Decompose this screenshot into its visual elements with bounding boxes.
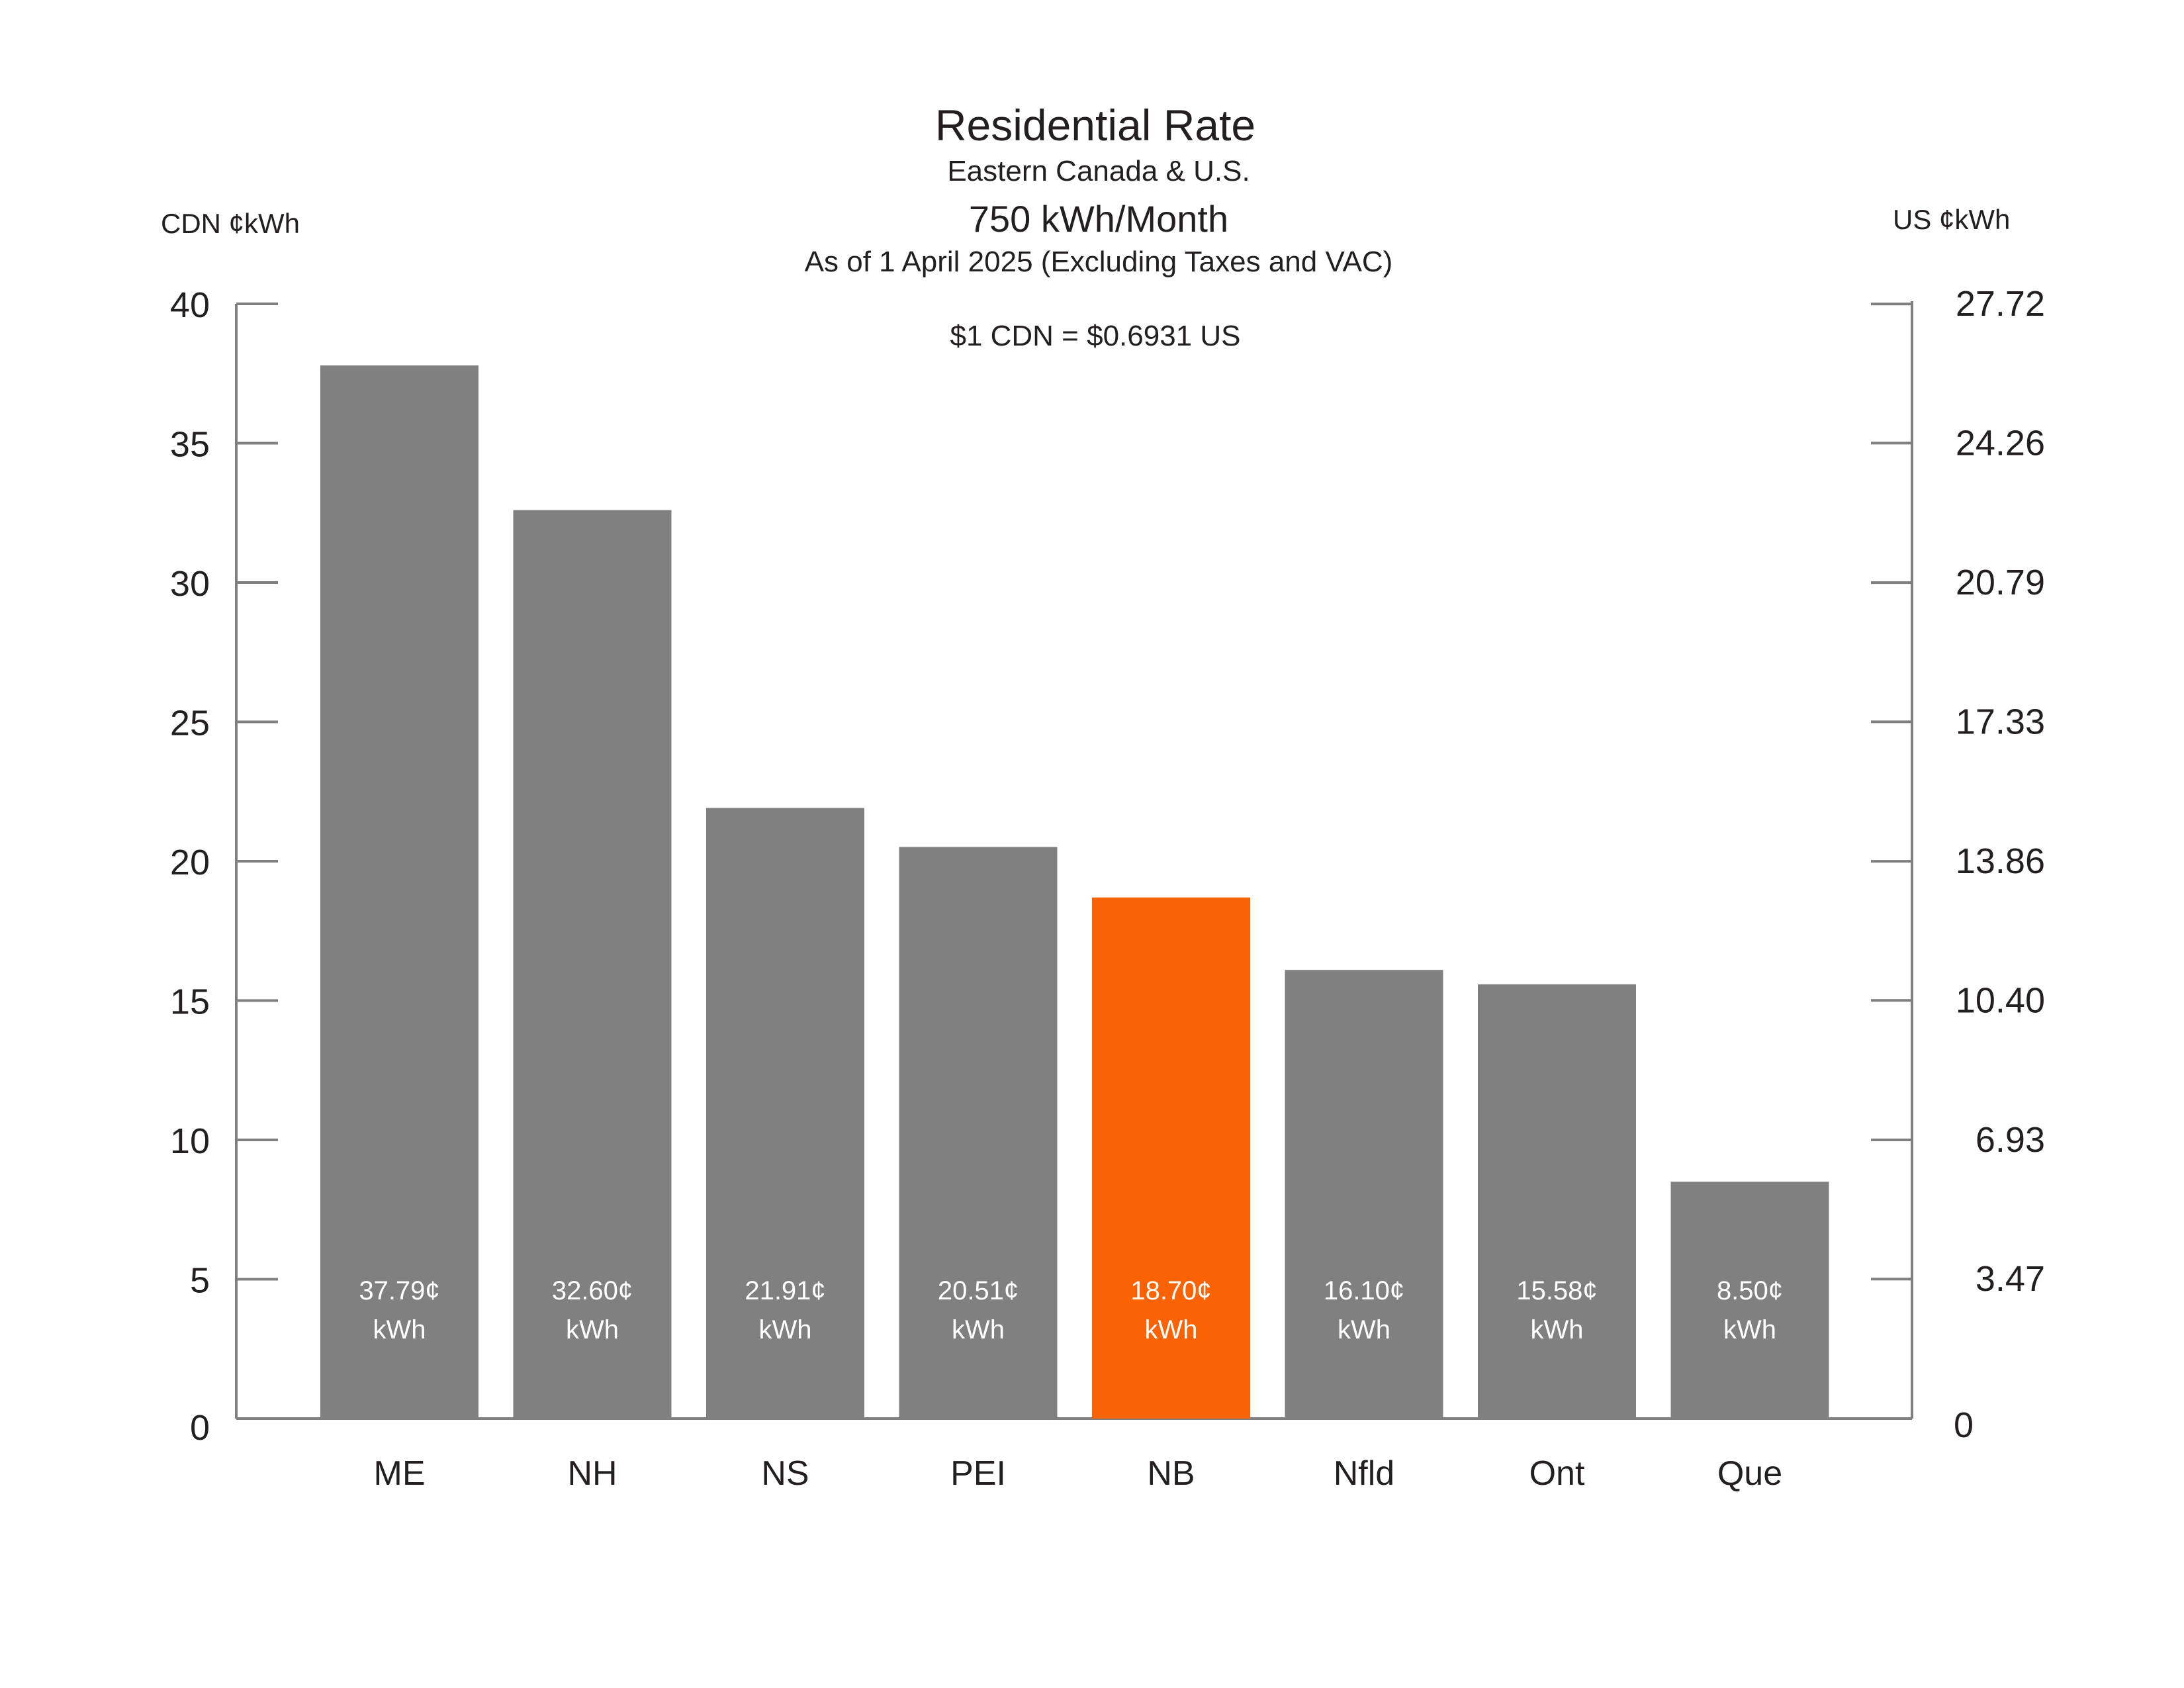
bar-value-unit: kWh	[759, 1315, 812, 1344]
bar-value-unit: kWh	[373, 1315, 426, 1344]
chart-subtitle-usage: 750 kWh/Month	[969, 198, 1228, 240]
bar-value-unit: kWh	[566, 1315, 619, 1344]
bar-value-label: 8.50¢	[1717, 1276, 1783, 1305]
exchange-rate-note: $1 CDN = $0.6931 US	[950, 320, 1240, 352]
left-tick-label: 25	[170, 704, 210, 743]
chart-subtitle-date: As of 1 April 2025 (Excluding Taxes and …	[805, 246, 1393, 278]
right-axis-unit: US ¢kWh	[1893, 204, 2010, 235]
bar-ont	[1478, 984, 1636, 1419]
right-tick-label: 6.93	[1976, 1120, 2045, 1160]
bar-value-unit: kWh	[1723, 1315, 1776, 1344]
left-tick-label: 0	[190, 1408, 210, 1448]
bar-value-label: 15.58¢	[1516, 1276, 1597, 1305]
left-tick-label: 40	[170, 285, 210, 325]
bar-nfld	[1285, 970, 1443, 1419]
right-tick-label: 20.79	[1956, 563, 2045, 602]
category-label: ME	[374, 1454, 426, 1493]
left-tick-label: 5	[190, 1261, 210, 1301]
bar-value-label: 37.79¢	[359, 1276, 439, 1305]
right-tick-label: 17.33	[1956, 702, 2045, 741]
bar-value-label: 16.10¢	[1324, 1276, 1404, 1305]
right-tick-label: 0	[1954, 1405, 1974, 1445]
chart-subtitle-region: Eastern Canada & U.S.	[947, 155, 1250, 187]
category-label: Ont	[1529, 1454, 1585, 1493]
bar-value-label: 18.70¢	[1130, 1276, 1211, 1305]
right-tick-label: 13.86	[1956, 841, 2045, 881]
category-label: NH	[567, 1454, 617, 1493]
bar-value-label: 20.51¢	[938, 1276, 1019, 1305]
bar-me	[320, 365, 478, 1419]
chart-title: Residential Rate	[935, 101, 1255, 150]
category-label: Que	[1717, 1454, 1782, 1493]
bar-que	[1670, 1182, 1829, 1419]
bar-nh	[513, 510, 672, 1419]
left-axis-unit: CDN ¢kWh	[161, 208, 300, 239]
right-tick-label: 3.47	[1976, 1259, 2045, 1299]
bar-ns	[706, 808, 864, 1419]
bar-pei	[899, 847, 1058, 1419]
category-label: NB	[1147, 1454, 1195, 1493]
left-tick-label: 35	[170, 425, 210, 465]
bar-value-unit: kWh	[1338, 1315, 1390, 1344]
category-label: PEI	[950, 1454, 1006, 1493]
left-tick-label: 15	[170, 982, 210, 1022]
bar-value-label: 32.60¢	[552, 1276, 633, 1305]
left-tick-label: 20	[170, 843, 210, 882]
right-tick-label: 27.72	[1956, 284, 2045, 324]
left-tick-label: 30	[170, 564, 210, 604]
bar-value-label: 21.91¢	[745, 1276, 825, 1305]
bar-value-unit: kWh	[952, 1315, 1005, 1344]
bar-value-unit: kWh	[1145, 1315, 1198, 1344]
bar-value-unit: kWh	[1531, 1315, 1584, 1344]
category-label: Nfld	[1334, 1454, 1394, 1493]
bar-nb	[1092, 897, 1250, 1419]
right-tick-label: 10.40	[1956, 980, 2045, 1020]
category-label: NS	[761, 1454, 809, 1493]
right-tick-label: 24.26	[1956, 423, 2045, 463]
left-tick-label: 10	[170, 1121, 210, 1161]
